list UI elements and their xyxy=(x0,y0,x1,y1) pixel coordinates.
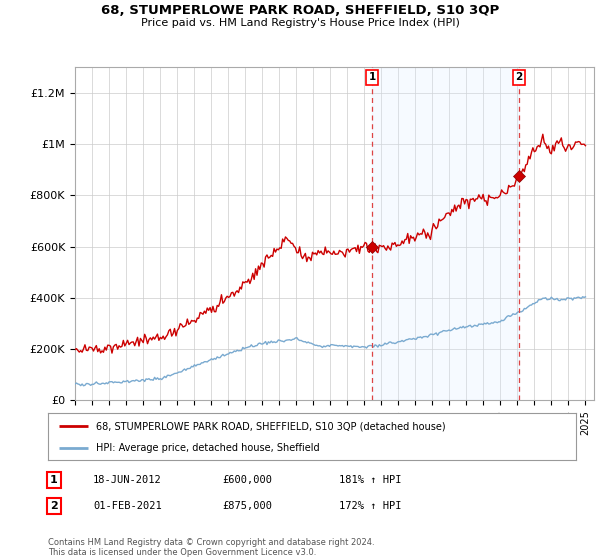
Text: 2: 2 xyxy=(50,501,58,511)
Text: 1: 1 xyxy=(368,72,376,82)
Text: £600,000: £600,000 xyxy=(222,475,272,485)
Text: 68, STUMPERLOWE PARK ROAD, SHEFFIELD, S10 3QP (detached house): 68, STUMPERLOWE PARK ROAD, SHEFFIELD, S1… xyxy=(95,421,445,431)
Text: Contains HM Land Registry data © Crown copyright and database right 2024.
This d: Contains HM Land Registry data © Crown c… xyxy=(48,538,374,557)
Bar xyxy=(372,67,519,400)
Text: 181% ↑ HPI: 181% ↑ HPI xyxy=(339,475,401,485)
Text: 68, STUMPERLOWE PARK ROAD, SHEFFIELD, S10 3QP: 68, STUMPERLOWE PARK ROAD, SHEFFIELD, S1… xyxy=(101,4,499,17)
Text: 1: 1 xyxy=(50,475,58,485)
Text: 2: 2 xyxy=(515,72,523,82)
Text: HPI: Average price, detached house, Sheffield: HPI: Average price, detached house, Shef… xyxy=(95,444,319,454)
Text: £875,000: £875,000 xyxy=(222,501,272,511)
Text: 18-JUN-2012: 18-JUN-2012 xyxy=(93,475,162,485)
Text: Price paid vs. HM Land Registry's House Price Index (HPI): Price paid vs. HM Land Registry's House … xyxy=(140,18,460,28)
Text: 172% ↑ HPI: 172% ↑ HPI xyxy=(339,501,401,511)
Text: 01-FEB-2021: 01-FEB-2021 xyxy=(93,501,162,511)
